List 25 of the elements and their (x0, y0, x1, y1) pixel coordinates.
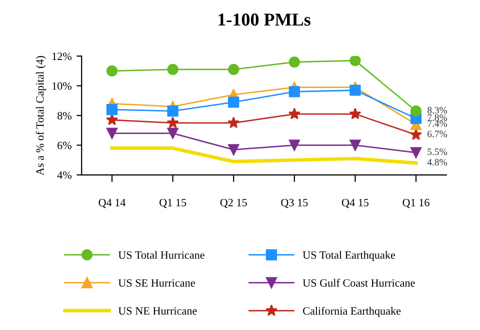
data-label: 6.7% (428, 130, 448, 138)
data-label: 8.3% (427, 106, 448, 114)
legend-label: US Gulf Coast Hurricane (302, 278, 415, 287)
legend-label: US Total Earthquake (302, 250, 396, 262)
x-tick-label: Q4 15 (342, 198, 368, 208)
x-tick-label: Q3 15 (281, 198, 308, 208)
x-tick-label: Q2 15 (220, 198, 247, 208)
data-label: 5.5% (428, 148, 448, 156)
y-axis-title: As a % of Total Capital (4) (36, 56, 46, 176)
y-tick-label: 4% (57, 171, 72, 179)
legend-label: US SE Hurricane (118, 279, 195, 287)
y-tick-label: 6% (58, 142, 72, 150)
data-label: 7.8% (428, 114, 448, 121)
y-tick-label: 10% (52, 82, 72, 90)
legend-label: US Total Hurricane (118, 250, 204, 259)
data-label: 4.8% (427, 158, 448, 166)
chart-title: 1-100 PMLs (218, 14, 310, 26)
data-label: 7.4% (428, 120, 448, 127)
y-tick-label: 8% (57, 112, 72, 120)
x-tick-label: Q1 15 (160, 198, 186, 208)
y-tick-label: 12% (52, 52, 72, 60)
legend-label: US NE Hurricane (118, 307, 197, 315)
x-tick-label: Q4 14 (98, 198, 126, 208)
x-tick-label: Q1 16 (402, 198, 430, 208)
legend-label: California Earthquake (303, 306, 401, 317)
